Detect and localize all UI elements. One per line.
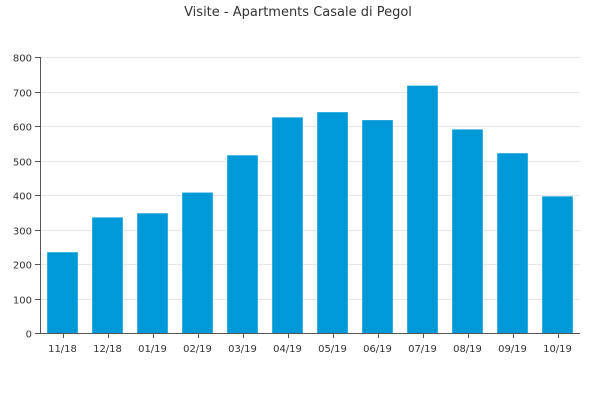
bar bbox=[272, 117, 303, 333]
y-tick-label: 700 bbox=[13, 89, 32, 100]
x-tick-label: 07/19 bbox=[408, 344, 437, 355]
chart-title: Visite - Apartments Casale di Pegol bbox=[184, 5, 412, 20]
x-tick-label: 09/19 bbox=[498, 344, 527, 355]
x-tick-label: 10/19 bbox=[543, 344, 572, 355]
x-tick-label: 08/19 bbox=[453, 344, 482, 355]
x-tick-label: 02/19 bbox=[183, 344, 212, 355]
bar bbox=[47, 252, 78, 333]
y-tick-label: 300 bbox=[13, 227, 32, 238]
x-axis-ticks: 11/18 12/18 01/19 02/19 03/19 04/19 05/19 06/19… bbox=[48, 333, 572, 355]
x-tick-label: 12/18 bbox=[93, 344, 122, 355]
bar bbox=[317, 112, 348, 333]
bar bbox=[407, 85, 438, 333]
x-tick-label: 05/19 bbox=[318, 344, 347, 355]
x-tick-label: 06/19 bbox=[363, 344, 392, 355]
x-tick-label: 04/19 bbox=[273, 344, 302, 355]
y-tick-label: 0 bbox=[26, 330, 32, 341]
y-tick-label: 400 bbox=[13, 192, 32, 203]
gridlines bbox=[40, 57, 580, 300]
x-tick-label: 11/18 bbox=[48, 344, 77, 355]
y-axis-ticks: 0 100 200 300 400 500 600 700 800 bbox=[13, 54, 40, 341]
y-tick-label: 100 bbox=[13, 296, 32, 307]
y-tick-label: 500 bbox=[13, 158, 32, 169]
bar bbox=[137, 213, 168, 333]
y-tick-label: 800 bbox=[13, 54, 32, 65]
axes bbox=[40, 57, 580, 334]
x-tick-label: 03/19 bbox=[228, 344, 257, 355]
bar bbox=[452, 129, 483, 333]
bar bbox=[182, 192, 213, 333]
y-tick-label: 200 bbox=[13, 261, 32, 272]
bar bbox=[227, 155, 258, 333]
y-tick-label: 600 bbox=[13, 123, 32, 134]
bars bbox=[47, 85, 573, 333]
x-tick-label: 01/19 bbox=[138, 344, 167, 355]
bar bbox=[497, 153, 528, 333]
bar bbox=[362, 120, 393, 333]
bar bbox=[542, 196, 573, 333]
bar bbox=[92, 217, 123, 333]
